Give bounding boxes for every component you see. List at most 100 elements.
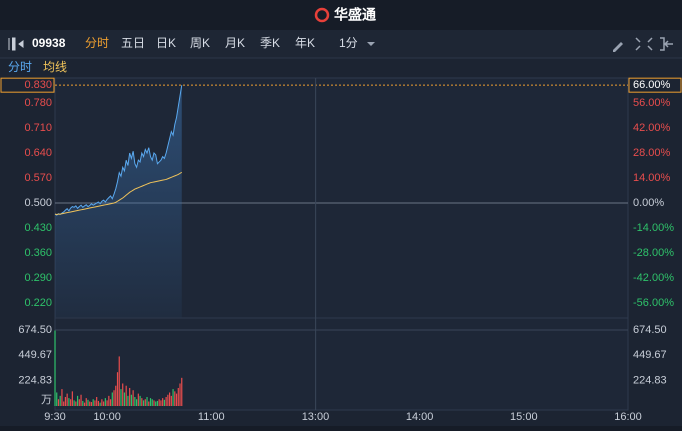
y2-tick-label: 14.00% [633,172,671,184]
volume-bar [63,401,65,406]
volume-bar [149,398,152,406]
tab[interactable]: 周K [190,36,210,50]
volume-bar [92,399,94,406]
volume-bar [160,400,162,406]
volume-bar [151,399,153,406]
volume-bar [127,395,129,406]
volume-bar [158,399,160,406]
y2-tick-label: 56.00% [633,97,671,109]
volume-bar [153,400,155,406]
y-tick-label: 0.220 [24,297,52,309]
volume-bar [106,400,108,406]
vol-tick-label: 674.50 [633,324,667,336]
volume-bar [76,395,79,406]
x-tick-label: 16:00 [614,411,642,423]
y-tick-label: 0.430 [24,222,52,234]
volume-bar [66,393,68,406]
volume-bar [78,399,80,406]
x-tick-label: 13:00 [302,411,330,423]
x-tick-label: 11:00 [198,411,225,423]
volume-bar [170,395,172,406]
legend-price[interactable]: 分时 [8,60,32,74]
volume-bar [134,396,136,406]
x-tick-label: 14:00 [406,411,434,423]
volume-bar [132,390,134,406]
tab[interactable]: 年K [295,36,315,50]
volume-bar [64,396,67,406]
average-line [54,171,183,215]
y-tick-label: 0.780 [24,97,52,109]
collapse-icon[interactable] [8,37,24,51]
vol-tick-label: 449.67 [18,349,52,361]
volume-bar [71,391,73,406]
y2-tick-label: -56.00% [633,297,674,309]
volume-bar [139,395,141,406]
y-tick-label: 0.570 [24,172,52,184]
volume-bar [96,396,98,406]
vol-unit: 万 [41,394,52,406]
volume-bar [175,393,178,406]
y-tick-label: 0.290 [24,272,52,284]
volume-bar [177,387,179,406]
volume-bar [97,400,100,406]
volume-bar [85,398,87,406]
volume-bar [137,393,139,406]
volume-bar [172,389,174,406]
fullscreen-icon[interactable] [635,37,653,51]
volume-bar [144,399,146,406]
volume-bar [141,398,143,406]
legend-avg[interactable]: 均线 [43,60,67,74]
vol-tick-label: 674.50 [18,324,52,336]
y-tick-label: 0.500 [24,197,52,209]
volume-bar [68,398,70,406]
volume-bar [89,401,91,406]
volume-bar [103,401,105,406]
toolbar [0,30,682,58]
volume-bar [122,383,124,406]
volume-bar [61,389,63,406]
volume-bar [162,398,164,406]
edit-icon[interactable] [613,42,623,52]
tab[interactable]: 月K [225,36,245,50]
last-price-box [0,77,55,93]
volume-bar [156,400,159,406]
volume-bar [80,394,82,406]
volume-bar [116,372,119,406]
volume-bar [75,401,77,406]
volume-bar [109,399,112,406]
tab[interactable]: 分时 [85,36,109,50]
volume-bar [181,377,183,406]
tab[interactable]: 日K [156,36,176,50]
volume-bar [125,385,127,406]
volume-bar [115,385,117,406]
x-tick-label: 10:00 [93,411,121,423]
volume-bar [136,399,138,406]
x-tick-label: 15:00 [510,411,538,423]
volume-bar [148,401,150,406]
tab[interactable]: 季K [260,36,280,50]
y-tick-label: 0.360 [24,247,52,259]
dropdown[interactable] [367,42,375,46]
volume-bar [155,401,157,406]
volume-bar [82,400,84,406]
volume-bar [123,392,126,406]
logo [314,7,330,23]
volume-bar [120,389,122,406]
volume-bar [90,402,93,406]
volume-bar [167,394,169,406]
expand-icon[interactable] [660,37,673,51]
last-pct-box [628,77,682,93]
volume-bar [87,399,89,406]
volume-bar [130,394,132,406]
volume-bar [169,392,171,406]
interval[interactable]: 1分 [339,36,358,50]
volume-bar [57,399,60,406]
tab[interactable]: 五日 [121,36,145,50]
y-tick-label: 0.640 [24,147,52,159]
price-line [54,85,183,216]
vol-tick-label: 449.67 [633,349,667,361]
volume-bar [174,391,176,406]
stock-code: 09938 [32,36,66,50]
volume-bar [104,398,106,406]
